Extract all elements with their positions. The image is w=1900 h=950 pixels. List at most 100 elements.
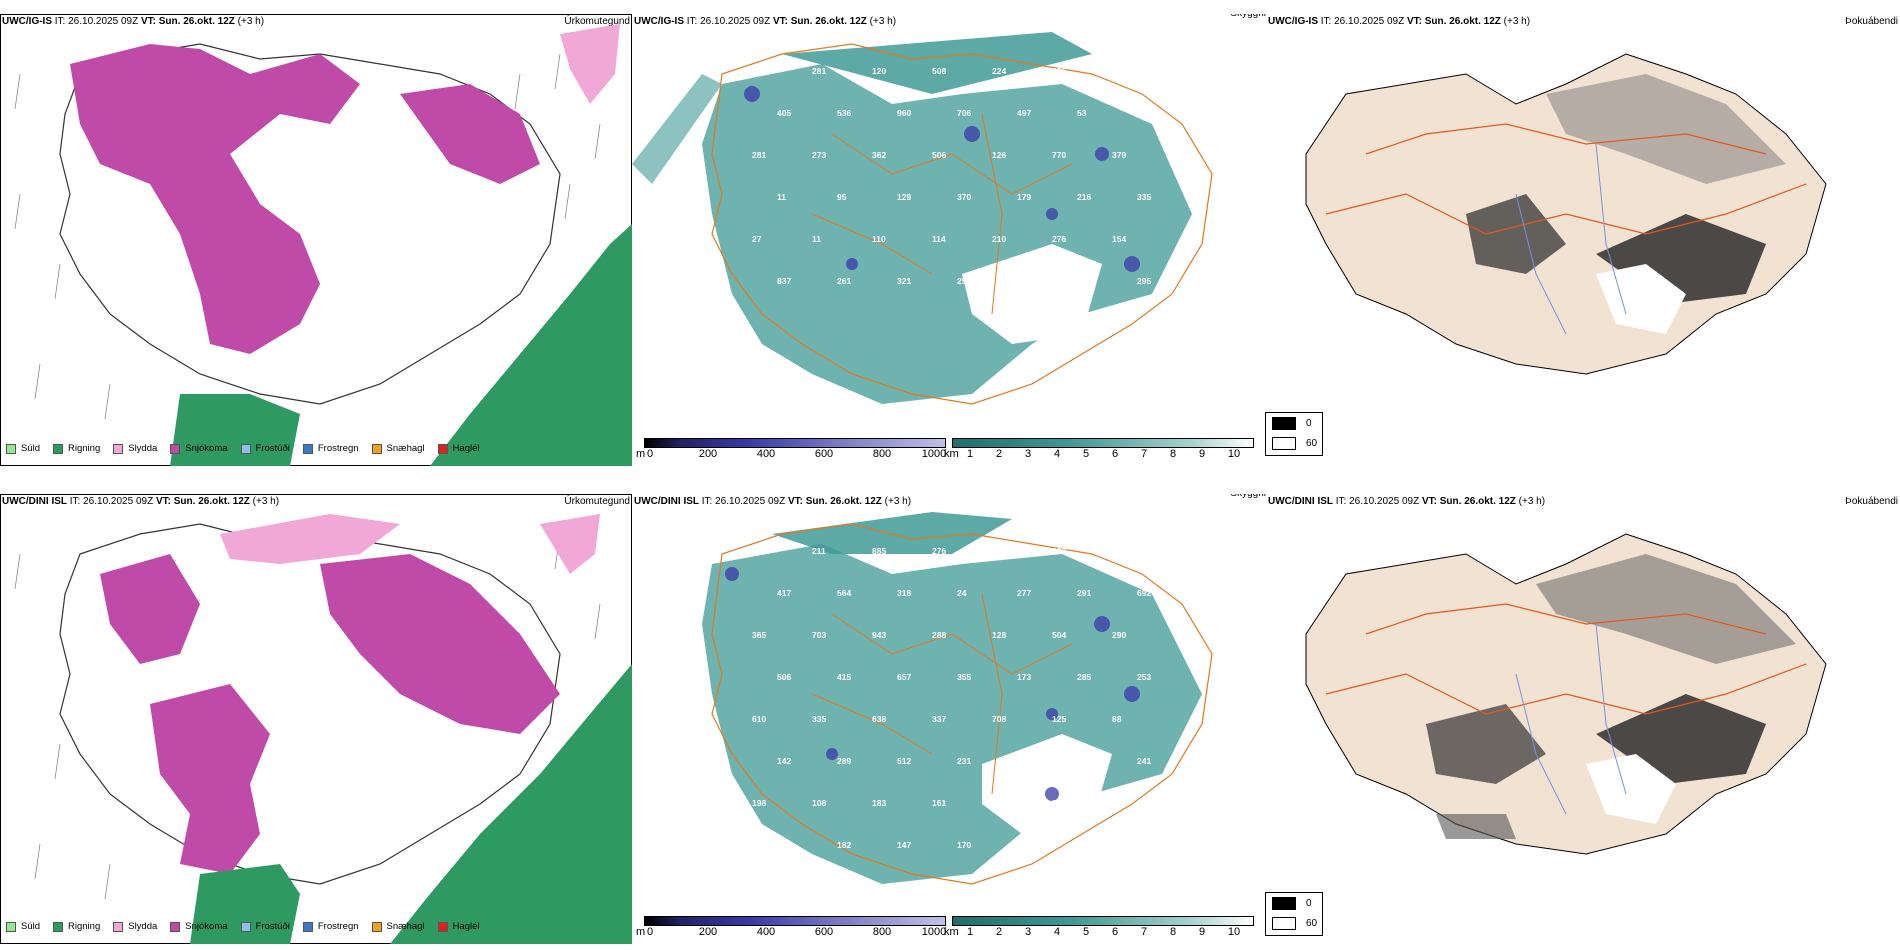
cloud-base-height-label: 224	[992, 66, 1006, 76]
cloud-base-height-label: 417	[777, 588, 791, 598]
fog-key-item: 0	[1266, 413, 1322, 433]
cloud-base-height-label: 120	[872, 66, 886, 76]
cloud-title: Skyggni	[1230, 14, 1266, 22]
fog-map	[1305, 53, 1827, 375]
cloud-base-height-label: 277	[1017, 588, 1031, 598]
iceland-outline	[711, 43, 1213, 405]
tick-label: 800	[872, 926, 892, 938]
legend-item: Frostregn	[302, 921, 359, 932]
fog-dark-area	[1466, 194, 1566, 274]
precip-title: Úrkomutegund	[564, 496, 630, 507]
cloud-base-height-label: 265	[872, 882, 886, 892]
legend-label: Frostregn	[317, 443, 359, 454]
precip-map	[14, 24, 632, 466]
legend-label: Snæhagl	[386, 921, 425, 932]
it-value: 26.10.2025 09Z	[83, 496, 154, 507]
cloud-area-north	[772, 512, 1012, 554]
cloud-base-height-label: 173	[1017, 672, 1031, 682]
cloud-base-height-label: 88	[1112, 714, 1122, 724]
offset: (+3 h)	[1503, 16, 1531, 27]
tick-label: 4	[1053, 448, 1061, 460]
fog-key-label: 0	[1306, 897, 1312, 909]
cloud-panel-row2: UWC/DINI ISL IT: 26.10.2025 09Z VT: Sun.…	[632, 494, 1268, 944]
cloud-title: Skyggni	[1230, 494, 1266, 502]
it-label: IT:	[686, 16, 698, 27]
precip-map	[14, 514, 632, 944]
legend-label: Slydda	[128, 921, 158, 932]
model-name: UWC/IG-IS	[634, 16, 684, 27]
it-label: IT:	[54, 16, 66, 27]
cloud-base-height-label: 128	[992, 630, 1006, 640]
fog-key-row1: 0 60	[1265, 412, 1323, 456]
vt-value: Sun. 26.okt. 12Z	[790, 16, 867, 27]
cloud-base-height-label: 657	[897, 672, 911, 682]
vt-label: VT:	[1406, 16, 1422, 27]
cloud-base-height-label: 770	[1052, 150, 1066, 160]
fog-dark-area	[1426, 704, 1546, 784]
cloud-base-height-label: 801	[1137, 840, 1151, 850]
tick-label: 2	[995, 926, 1003, 938]
rain-area-se	[390, 664, 632, 944]
cloud-base-height-label: 154	[1112, 882, 1126, 892]
cloud-base-height-label: 273	[812, 150, 826, 160]
cloud-base-height-label: 268	[1052, 546, 1066, 556]
fog-header: UWC/DINI ISL IT: 26.10.2025 09Z VT: Sun.…	[1268, 494, 1898, 510]
fog-key-label: 60	[1306, 437, 1318, 449]
cloud-base-height-label: 335	[1137, 192, 1151, 202]
cloud-base-height-label: 219	[812, 882, 826, 892]
cloud-base-height-label: 24	[957, 588, 967, 598]
fog-key-row2: 0 60	[1265, 892, 1323, 936]
terrain-lines	[811, 113, 1073, 315]
cloud-base-height-label: 411	[777, 840, 791, 850]
cloud-base-height-label: 125	[1052, 714, 1066, 724]
precip-header: UWC/DINI ISL IT: 26.10.2025 09Z VT: Sun.…	[2, 494, 630, 510]
vt-value: Sun. 26.okt. 12Z	[1424, 16, 1501, 27]
cloud-base-height-label: 536	[837, 108, 851, 118]
cloud-base-height-label: 837	[777, 276, 791, 286]
cloud-base-height-label: 506	[777, 672, 791, 682]
cloud-base-height-label: 153	[1017, 840, 1031, 850]
legend-item: Snæhagl	[371, 921, 425, 932]
cloud-map: 1000 281 120 508 224 226 630 405 536 960 706 497 53 3…	[632, 32, 1213, 405]
tick-label: 1	[966, 448, 974, 460]
tick-label: 0	[646, 926, 654, 938]
offset: (+3 h)	[237, 16, 265, 27]
cloud-clear-hole	[982, 734, 1112, 834]
legend-label: Súld	[21, 443, 41, 454]
model-name: UWC/DINI ISL	[1268, 496, 1333, 507]
fog-clear-area	[1586, 754, 1676, 824]
cloud-base-height-label: 161	[932, 798, 946, 808]
fog-clear-area	[1596, 264, 1686, 334]
cloud-base-height-label: 703	[812, 630, 826, 640]
it-label: IT:	[1335, 496, 1347, 507]
cloud-base-height-label: 281	[812, 66, 826, 76]
fog-key-label: 60	[1306, 917, 1318, 929]
cloud-base-height-label: 11	[777, 192, 786, 202]
cloud-base-height-label: 943	[872, 630, 886, 640]
offset: (+3 h)	[252, 496, 280, 507]
cloud-base-height-label: 840	[932, 882, 946, 892]
legend-item: Frostúði	[240, 921, 290, 932]
legend-swatch	[170, 921, 181, 932]
cloud-base-height-label: 355	[957, 672, 971, 682]
fog-grey-area	[1546, 74, 1786, 184]
tick-label: 3	[1024, 926, 1032, 938]
it-label: IT:	[1320, 16, 1332, 27]
fog-key-swatch	[1272, 916, 1296, 930]
sleet-area	[540, 514, 600, 574]
wind-barbs	[14, 53, 601, 420]
offset: (+3 h)	[1518, 496, 1546, 507]
cloud-base-height-label: 211	[992, 882, 1006, 892]
legend-label: Haglél	[452, 921, 480, 932]
cloud-base-height-label: 652	[752, 882, 766, 892]
vt-label: VT:	[787, 496, 803, 507]
snow-area	[100, 554, 200, 664]
legend-swatch	[113, 921, 124, 932]
offset: (+3 h)	[884, 496, 912, 507]
cloud-base-height-label: 276	[932, 546, 946, 556]
cloud-base-height-label: 593	[1052, 882, 1066, 892]
tick-label: 10	[1227, 448, 1241, 460]
cloud-header: UWC/DINI ISL IT: 26.10.2025 09Z VT: Sun.…	[634, 494, 1266, 510]
cloud-base-height-label: 415	[837, 672, 851, 682]
cloud-panel-row1: UWC/IG-IS IT: 26.10.2025 09Z VT: Sun. 26…	[632, 14, 1268, 466]
